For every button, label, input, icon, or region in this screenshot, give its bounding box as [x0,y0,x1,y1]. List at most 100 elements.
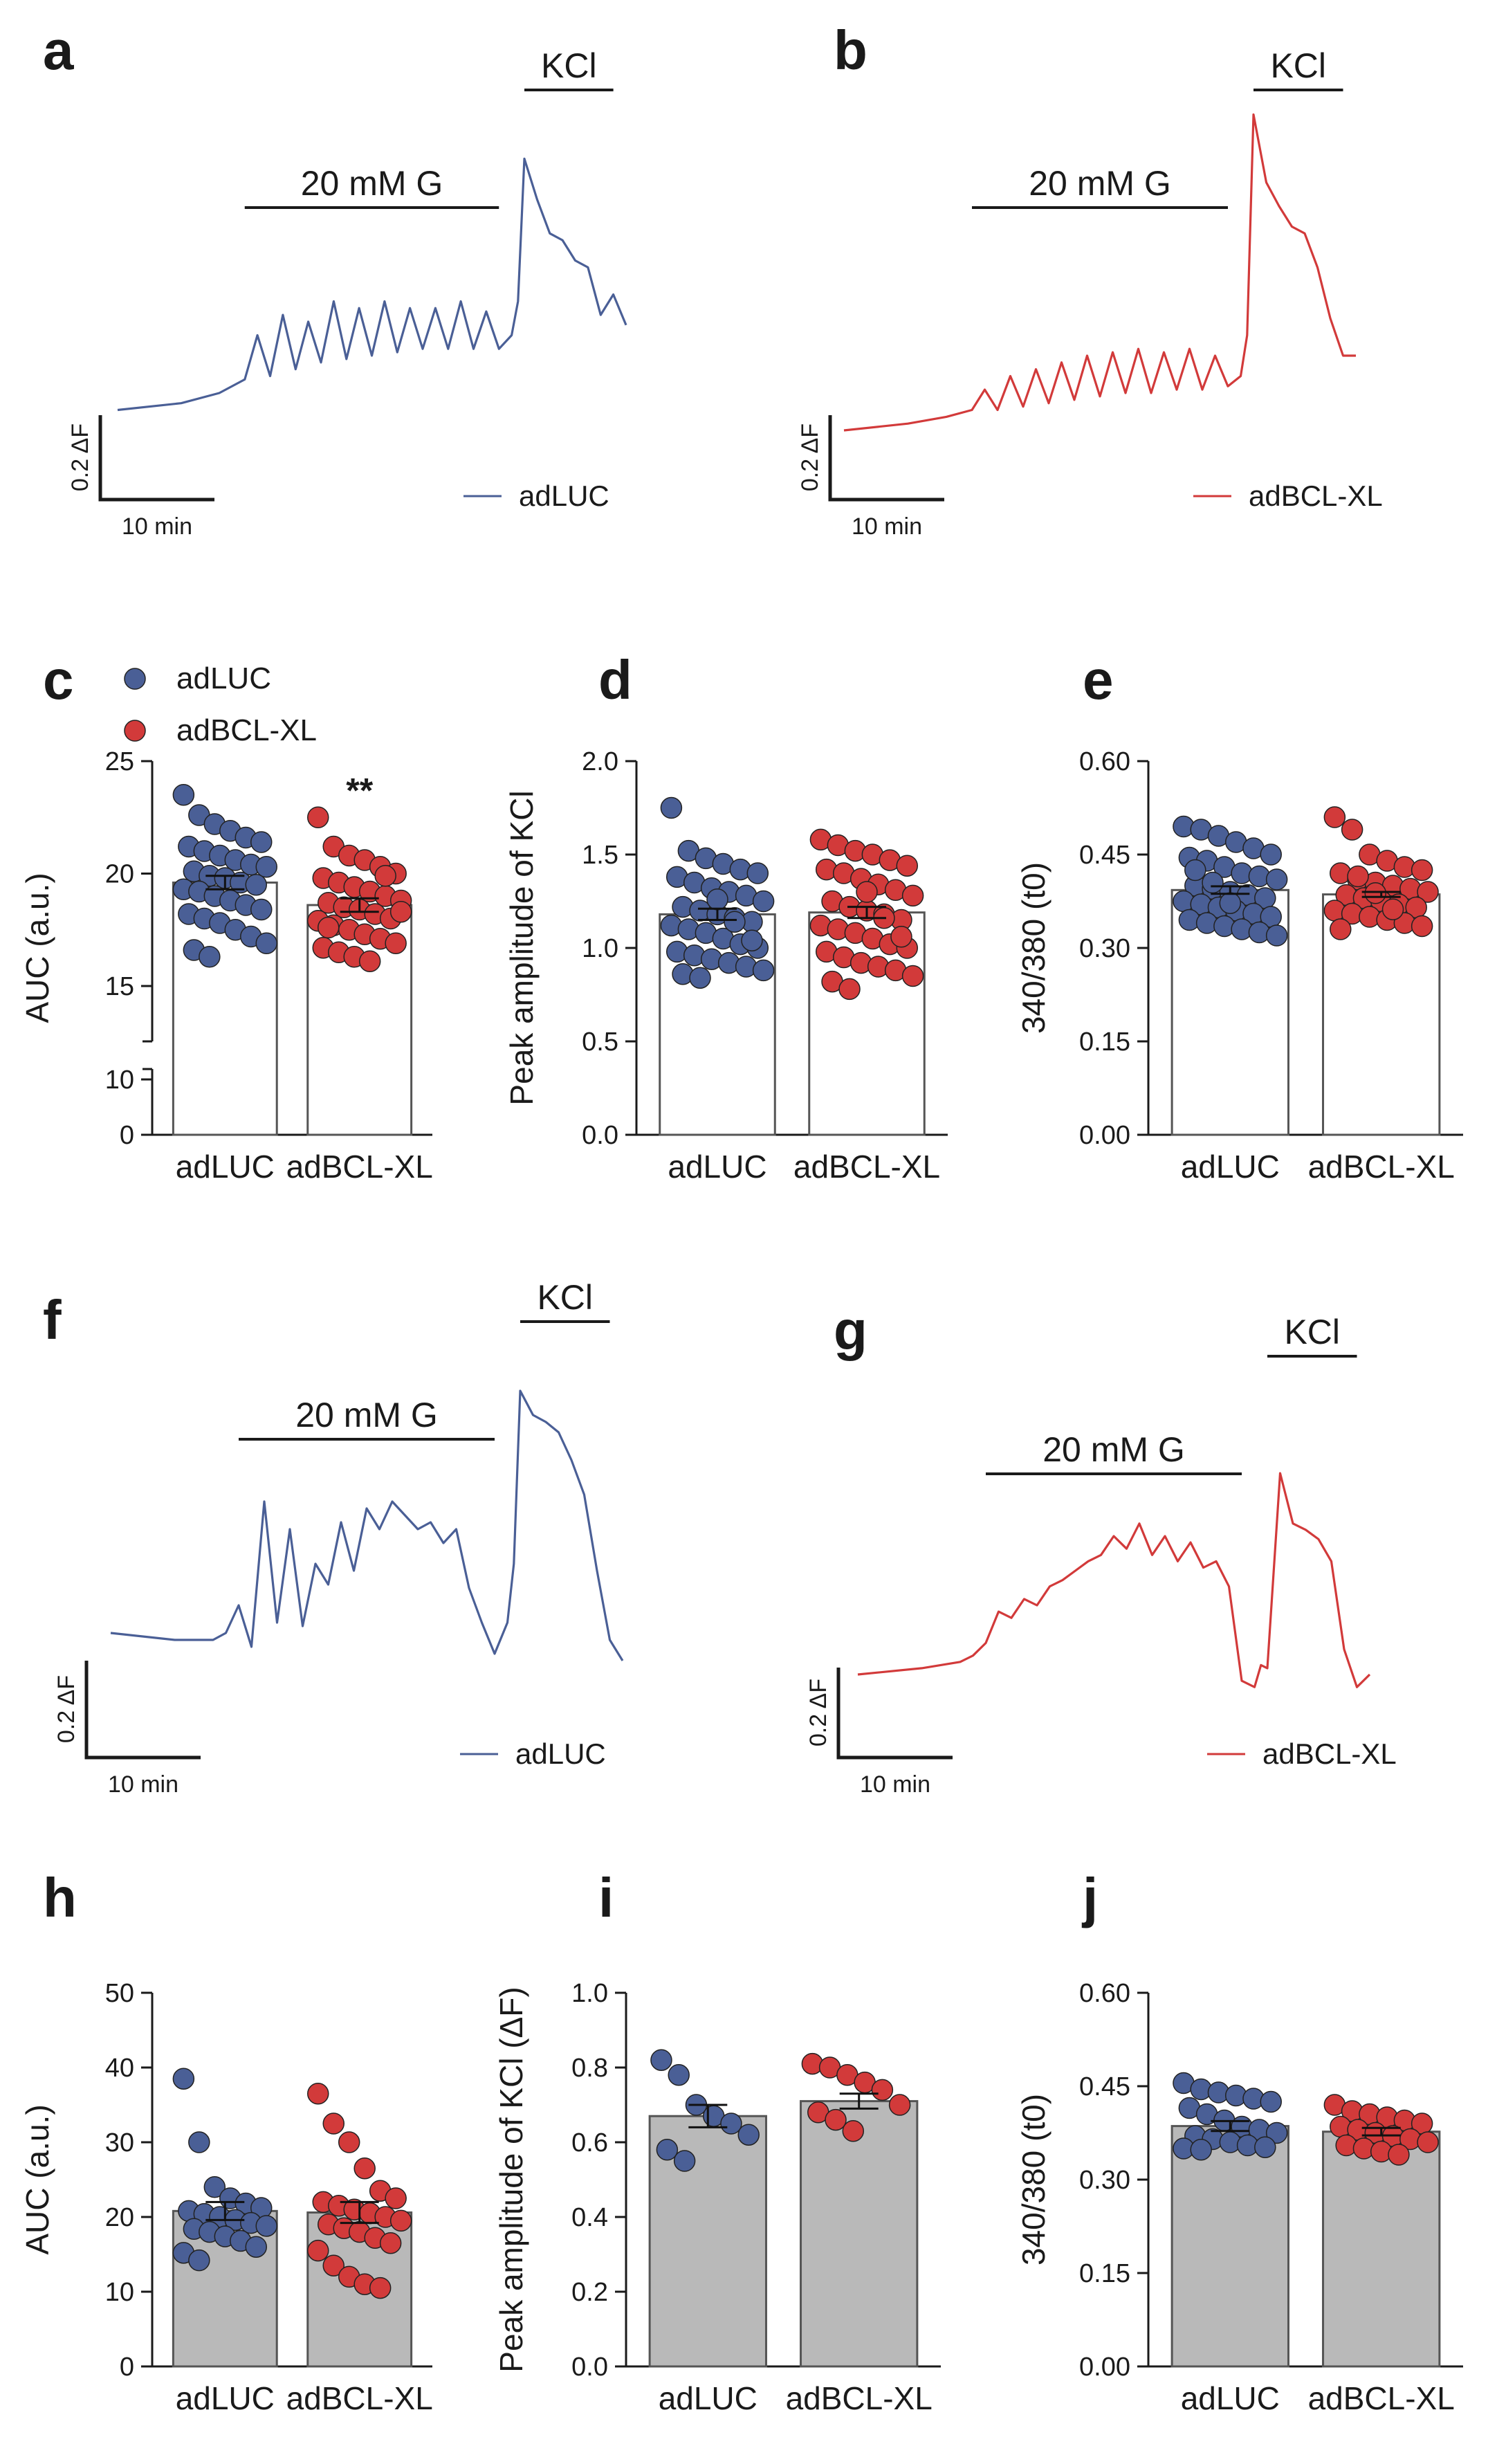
panel-c: c 0 10 15 20 25 AUC (a.u.) adLUC adBCL-XL ** adLUC… [19,649,433,1185]
y-tick-label: 0.0 [571,2353,608,2382]
y-tick-label: 50 [105,1979,134,2008]
data-point [1341,819,1363,841]
legend-label: adLUC [176,661,271,695]
data-point [358,950,381,972]
data-point [1184,859,1206,882]
data-point [1364,882,1387,904]
data-point [250,898,273,921]
panel-label: f [43,1289,62,1351]
panel-f: f 20 mM G KCl 0.2 ΔF 10 min adLUC [43,1278,624,1798]
data-point [1417,881,1439,903]
data-point [668,2064,690,2086]
x-tick-label: adBCL-XL [1308,1149,1455,1185]
scalebar-x-label: 10 min [852,513,922,540]
data-point [379,2232,402,2254]
x-tick-label: adLUC [668,1149,766,1185]
scalebar-y-label: 0.2 ΔF [53,1675,80,1743]
panel-label: h [43,1867,77,1928]
data-point [385,932,407,954]
panel-label: e [1083,649,1114,711]
x-tick-label: adLUC [659,2380,757,2416]
data-point [353,2157,376,2180]
data-point [374,865,396,887]
y-tick-label: 1.0 [582,934,618,963]
y-tick-label: 30 [105,2128,134,2157]
data-point [1190,2139,1212,2161]
data-point [689,967,711,989]
data-point [322,2254,345,2276]
data-point [250,831,273,853]
scalebar-x-label: 10 min [860,1771,930,1798]
panel-d: d 0.0 0.5 1.0 1.5 2.0 Peak amplitude of KCl adL… [504,649,948,1185]
data-point [746,862,769,884]
data-point [389,901,412,923]
data-point [1260,843,1282,866]
x-tick-label: adBCL-XL [786,2380,933,2416]
panel-label: a [43,19,74,81]
y-tick-label: 0 [120,1121,134,1150]
data-point [1202,871,1224,894]
legend-label: adBCL-XL [176,713,317,747]
data-point [255,856,277,878]
data-point [369,2276,392,2299]
x-tick-label: adLUC [176,1149,275,1185]
data-point [901,884,924,907]
y-axis-label: 340/380 (t0) [1016,2094,1051,2265]
data-point [724,911,746,933]
data-point [307,806,329,828]
data-point [856,881,878,903]
bar-1 [1322,2130,1441,2368]
data-point [650,2049,672,2071]
data-point [752,890,775,913]
x-tick-label: adBCL-XL [286,2380,433,2416]
scalebar-y-label: 0.2 ΔF [805,1679,832,1746]
data-point [741,929,763,951]
data-point [871,2079,894,2101]
y-tick-label: 25 [105,747,134,776]
data-point [673,2150,696,2172]
x-tick-label: adBCL-XL [286,1149,433,1185]
data-point [825,2108,847,2131]
glucose-label: 20 mM G [301,164,443,203]
glucose-label: 20 mM G [295,1396,438,1434]
legend-marker [124,720,146,742]
bar-1 [800,2100,919,2368]
panel-label: j [1081,1867,1098,1928]
legend-label: adLUC [515,1737,606,1770]
data-point [1381,898,1404,920]
data-point [307,2239,329,2262]
y-tick-label: 20 [105,860,134,889]
panel-e: e 0.00 0.15 0.30 0.45 0.60 340/380 (t0) adLUC ad… [1016,649,1463,1185]
y-tick-label: 40 [105,2054,134,2083]
y-tick-label: 0 [120,2353,134,2382]
glucose-label: 20 mM G [1043,1430,1185,1469]
y-tick-label: 1.5 [582,841,618,870]
x-tick-label: adBCL-XL [793,1149,940,1185]
data-point [1411,859,1433,882]
panel-j: j 0.00 0.15 0.30 0.45 0.60 340/380 (t0) adLUC ad… [1016,1867,1463,2416]
data-point [338,2131,360,2153]
y-tick-label: 1.0 [571,1979,608,2008]
data-point [1323,806,1346,828]
data-point [660,796,683,819]
scale-bar [84,1661,201,1760]
data-point [1417,2131,1439,2153]
x-tick-label: adBCL-XL [1308,2380,1455,2416]
panel-label: c [43,649,74,711]
kcl-label: KCl [541,46,597,85]
y-tick-label: 0.15 [1079,1028,1130,1057]
scale-bar [98,415,214,502]
data-point [720,2112,742,2135]
panel-label: b [834,19,867,81]
data-point [737,2124,760,2146]
data-point [1411,915,1433,938]
data-point [842,2120,865,2142]
legend-label: adLUC [519,480,609,512]
data-point [888,2094,911,2116]
data-point [172,784,195,806]
y-tick-label: 0.30 [1079,2166,1130,2195]
data-point [199,946,221,968]
y-tick-label: 0.60 [1079,1979,1130,2008]
panel-h: h 0 10 20 30 40 50 AUC (a.u.) adLUC adBCL-XL [19,1867,433,2416]
